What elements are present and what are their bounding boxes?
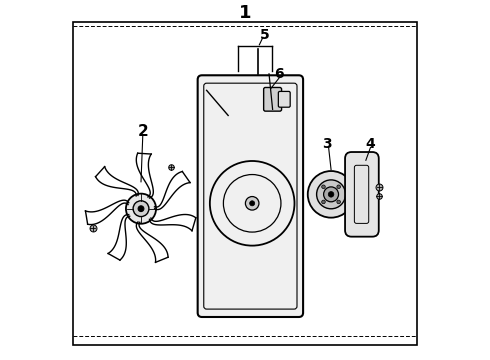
Circle shape bbox=[328, 192, 334, 197]
Circle shape bbox=[337, 200, 341, 204]
Circle shape bbox=[138, 206, 144, 212]
FancyBboxPatch shape bbox=[345, 152, 379, 237]
Text: 3: 3 bbox=[322, 137, 332, 151]
Circle shape bbox=[323, 187, 339, 202]
Circle shape bbox=[317, 180, 345, 209]
Circle shape bbox=[245, 197, 259, 210]
Text: 1: 1 bbox=[239, 4, 251, 22]
Circle shape bbox=[133, 201, 149, 217]
FancyBboxPatch shape bbox=[197, 75, 303, 317]
FancyBboxPatch shape bbox=[264, 87, 282, 111]
Circle shape bbox=[249, 201, 255, 206]
FancyBboxPatch shape bbox=[278, 91, 290, 107]
Text: 5: 5 bbox=[260, 28, 270, 42]
Circle shape bbox=[322, 200, 325, 204]
Circle shape bbox=[308, 171, 354, 218]
Text: 6: 6 bbox=[274, 67, 284, 81]
Circle shape bbox=[337, 185, 341, 189]
Circle shape bbox=[322, 185, 325, 189]
Text: 4: 4 bbox=[366, 137, 375, 151]
Text: 2: 2 bbox=[137, 124, 148, 139]
FancyBboxPatch shape bbox=[73, 22, 417, 345]
Circle shape bbox=[126, 194, 156, 224]
